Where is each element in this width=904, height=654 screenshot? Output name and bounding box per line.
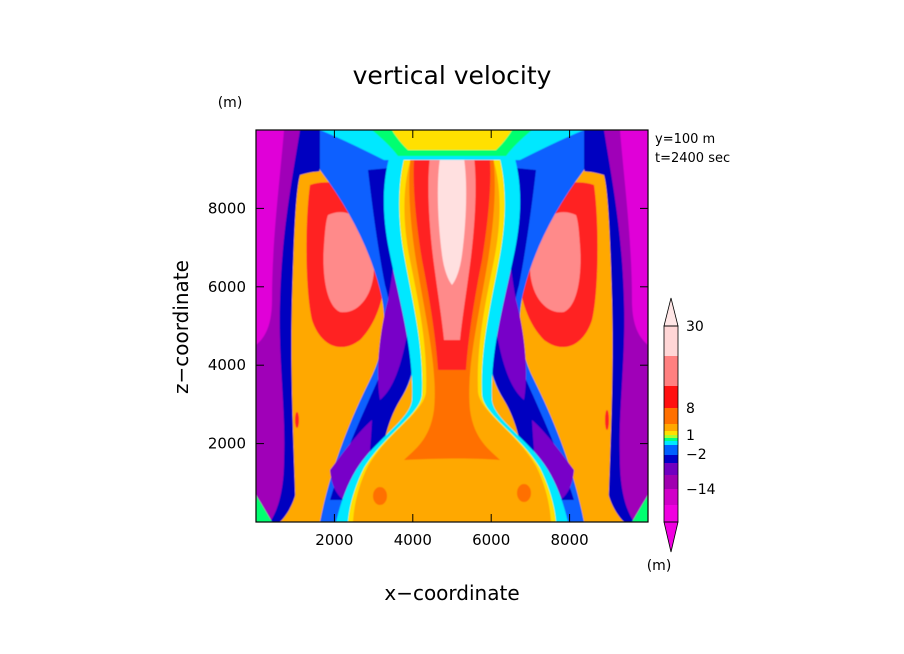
plot-frame	[255, 129, 649, 523]
colorbar: 30 8 1 −2 −14	[663, 297, 716, 553]
contour-field	[256, 130, 648, 522]
colorbar-band	[664, 455, 678, 463]
colorbar-band	[664, 326, 678, 356]
region-blob-left	[373, 487, 387, 505]
y-axis-unit: (m)	[218, 95, 243, 111]
annotation-y-position: y=100 m	[655, 132, 715, 147]
region-streak-right	[605, 410, 609, 430]
colorbar-tick-label: −14	[686, 482, 716, 498]
colorbar-frame	[663, 325, 679, 523]
region-corner-left	[256, 495, 272, 522]
colorbar-tick-label: 8	[686, 401, 695, 417]
colorbar-band	[664, 356, 678, 386]
colorbar-band	[664, 441, 678, 445]
y-tick-labels: 2000 4000 6000 8000	[208, 199, 246, 452]
y-tick-label: 6000	[208, 278, 246, 296]
colorbar-tick-label: 30	[686, 319, 704, 335]
annotation-time: t=2400 sec	[655, 151, 730, 166]
x-axis-label: x−coordinate	[384, 581, 519, 605]
colorbar-band	[664, 386, 678, 408]
colorbar-band	[664, 445, 678, 455]
region-top-yellow	[392, 130, 512, 150]
colorbar-band	[664, 431, 678, 435]
colorbar-band	[664, 408, 678, 424]
axis-ticks	[256, 130, 648, 522]
x-tick-label: 2000	[315, 531, 353, 549]
colorbar-bottom-arrow	[663, 521, 679, 553]
region-streak-left	[295, 412, 299, 428]
colorbar-band	[664, 489, 678, 505]
y-tick-label: 8000	[208, 199, 246, 217]
y-axis-label: z−coordinate	[169, 260, 193, 394]
colorbar-band	[664, 463, 678, 475]
x-tick-label: 4000	[394, 531, 432, 549]
colorbar-band	[664, 475, 678, 489]
y-tick-label: 2000	[208, 435, 246, 453]
colorbar-band	[664, 505, 678, 522]
x-tick-labels: 2000 4000 6000 8000	[315, 531, 588, 549]
region-right-magenta	[620, 130, 648, 345]
colorbar-band	[664, 435, 678, 438]
region-plume-core	[437, 153, 467, 285]
colorbar-unit: (m)	[647, 558, 672, 574]
x-tick-label: 6000	[472, 531, 510, 549]
y-tick-label: 4000	[208, 356, 246, 374]
colorbar-tick-label: −2	[686, 447, 707, 463]
colorbar-band	[664, 424, 678, 431]
colorbar-band	[664, 438, 678, 441]
x-tick-label: 8000	[551, 531, 589, 549]
region-corner-right	[632, 495, 648, 522]
region-blob-right	[517, 484, 531, 502]
chart-title: vertical velocity	[353, 61, 552, 90]
region-left-magenta	[256, 130, 284, 345]
colorbar-top-arrow	[663, 297, 679, 327]
colorbar-tick-label: 1	[686, 428, 695, 444]
field-layers	[256, 130, 648, 522]
